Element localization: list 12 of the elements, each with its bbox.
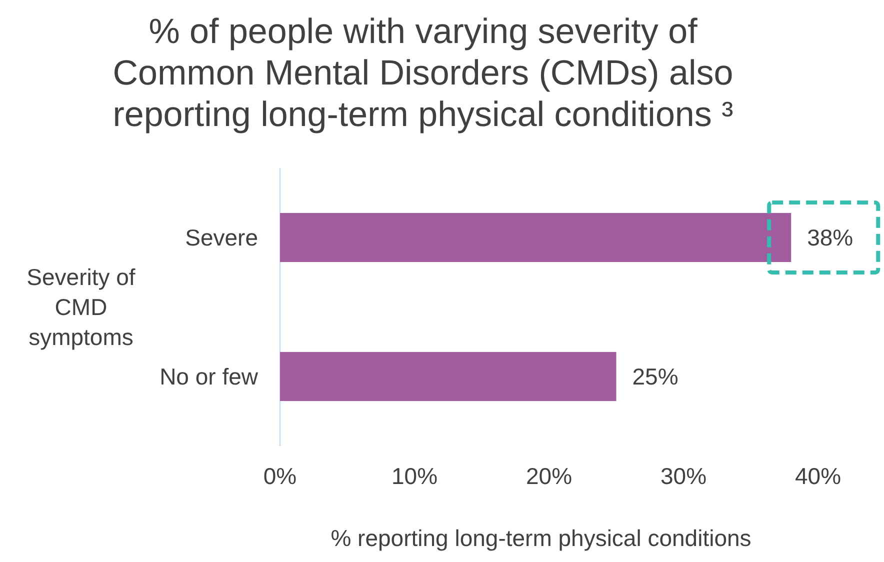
y-tick-label: Severe	[185, 224, 258, 251]
chart-title: % of people with varying severity of Common Mental Disorders (CMDs) also reporting long-term physical conditions ³	[112, 12, 734, 134]
y-tick-label: No or few	[160, 364, 258, 390]
x-tick-label: 10%	[391, 463, 438, 489]
x-tick-label: 0%	[263, 463, 297, 489]
x-tick-label: 40%	[794, 463, 842, 489]
data-label: 25%	[632, 364, 678, 390]
x-axis-title: % reporting long-term physical conditions	[330, 525, 752, 551]
data-label: 38%	[807, 224, 854, 251]
x-tick-label: 30%	[660, 463, 707, 489]
y-axis-title: Severity of CMD symptoms	[26, 264, 136, 350]
x-tick-label: 20%	[526, 463, 572, 489]
